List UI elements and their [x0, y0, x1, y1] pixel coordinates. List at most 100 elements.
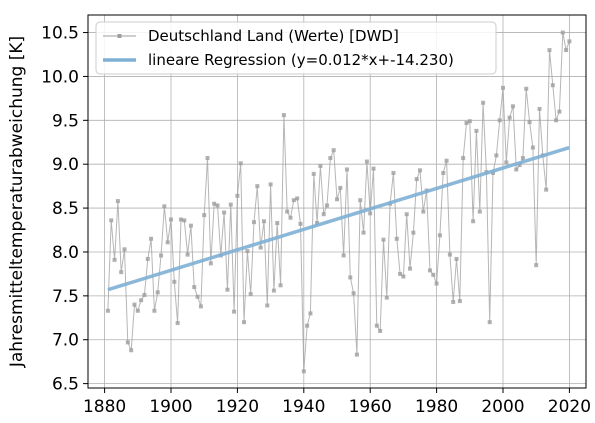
observed-point: [175, 321, 180, 326]
observed-point: [338, 185, 343, 190]
y-tick-label: 9.0: [52, 155, 79, 175]
observed-point: [335, 197, 339, 202]
observed-point: [225, 287, 230, 292]
observed-point: [504, 160, 509, 165]
observed-point: [139, 298, 144, 303]
observed-point: [208, 261, 213, 266]
observed-point: [534, 263, 539, 268]
y-tick-label: 6.5: [52, 375, 79, 395]
observed-point: [222, 210, 227, 215]
observed-point: [354, 352, 359, 357]
y-tick-label: 10.5: [41, 24, 79, 44]
observed-point: [560, 30, 565, 35]
observed-point: [497, 118, 502, 123]
regression-line: [107, 145, 570, 292]
observed-point: [434, 281, 439, 286]
observed-point: [238, 161, 243, 166]
observed-point: [112, 257, 117, 262]
observed-point: [414, 177, 419, 182]
observed-point: [188, 223, 193, 228]
observed-point: [152, 308, 157, 313]
observed-point: [394, 236, 399, 241]
observed-point: [185, 252, 190, 257]
observed-point: [557, 109, 562, 114]
observed-point: [427, 268, 432, 273]
observed-point: [165, 240, 170, 245]
observed-point: [315, 221, 320, 226]
observed-point: [301, 369, 306, 374]
observed-point: [384, 295, 389, 300]
observed-point: [212, 201, 217, 206]
y-axis-label: Jahresmitteltemperaturabweichung [K]: [7, 36, 27, 368]
observed-point: [447, 252, 452, 257]
observed-point: [441, 170, 446, 175]
observed-point: [348, 275, 353, 280]
observed-point: [291, 198, 296, 203]
observed-point: [467, 119, 472, 124]
observed-point: [431, 272, 436, 277]
observed-point: [242, 320, 247, 325]
observed-point: [444, 158, 449, 163]
y-tick-label: 8.0: [52, 243, 79, 263]
observed-point: [135, 308, 140, 313]
observed-point: [527, 120, 532, 125]
observed-point: [232, 309, 237, 314]
observed-point: [378, 328, 383, 333]
y-tick-label: 10.0: [41, 67, 79, 87]
legend-label-regression: lineare Regression (y=0.012*x+-14.230): [148, 51, 454, 69]
observed-point: [265, 303, 270, 308]
observed-point: [261, 219, 266, 224]
observed-point: [358, 198, 363, 203]
observed-point: [507, 115, 512, 120]
x-tick-label: 2020: [548, 397, 591, 417]
observed-point: [454, 256, 459, 261]
x-tick-label: 1880: [83, 397, 126, 417]
observed-point: [567, 39, 572, 44]
observed-point: [325, 203, 330, 208]
observed-series-line: [107, 32, 570, 372]
observed-point: [281, 113, 286, 118]
observed-point: [471, 219, 476, 224]
observed-point: [474, 128, 479, 133]
observed-point: [341, 253, 346, 258]
observed-point: [258, 245, 263, 250]
observed-point: [268, 182, 273, 187]
plot-frame: [87, 14, 587, 389]
observed-point: [520, 156, 525, 161]
observed-point: [491, 170, 496, 175]
observed-point: [477, 209, 482, 214]
observed-point: [374, 323, 379, 328]
observed-point: [464, 120, 469, 125]
observed-point: [129, 348, 134, 353]
observed-point: [169, 217, 173, 222]
observed-point: [159, 253, 164, 258]
observed-point: [298, 221, 303, 226]
observed-point: [155, 290, 160, 295]
x-tick-label: 1940: [282, 397, 325, 417]
observed-point: [401, 274, 406, 279]
observed-point: [411, 230, 416, 235]
observed-point: [368, 211, 373, 216]
observed-point: [517, 163, 522, 168]
observed-point: [285, 209, 290, 214]
observed-point: [178, 217, 183, 222]
observed-point: [404, 212, 409, 217]
observed-point: [461, 156, 466, 161]
x-tick-label: 1960: [349, 397, 392, 417]
observed-point: [457, 299, 462, 304]
observed-point: [564, 48, 569, 53]
observed-point: [344, 167, 349, 172]
observed-point: [331, 148, 336, 153]
observed-point: [162, 204, 167, 209]
y-tick-label: 7.5: [52, 287, 79, 307]
observed-point: [530, 145, 535, 150]
observed-point: [248, 292, 253, 297]
observed-point: [381, 237, 386, 242]
observed-point: [371, 166, 376, 171]
observed-point: [228, 202, 233, 207]
observed-point: [115, 199, 120, 204]
observed-point: [255, 184, 260, 189]
observed-point: [361, 230, 366, 235]
observed-point: [182, 218, 187, 223]
